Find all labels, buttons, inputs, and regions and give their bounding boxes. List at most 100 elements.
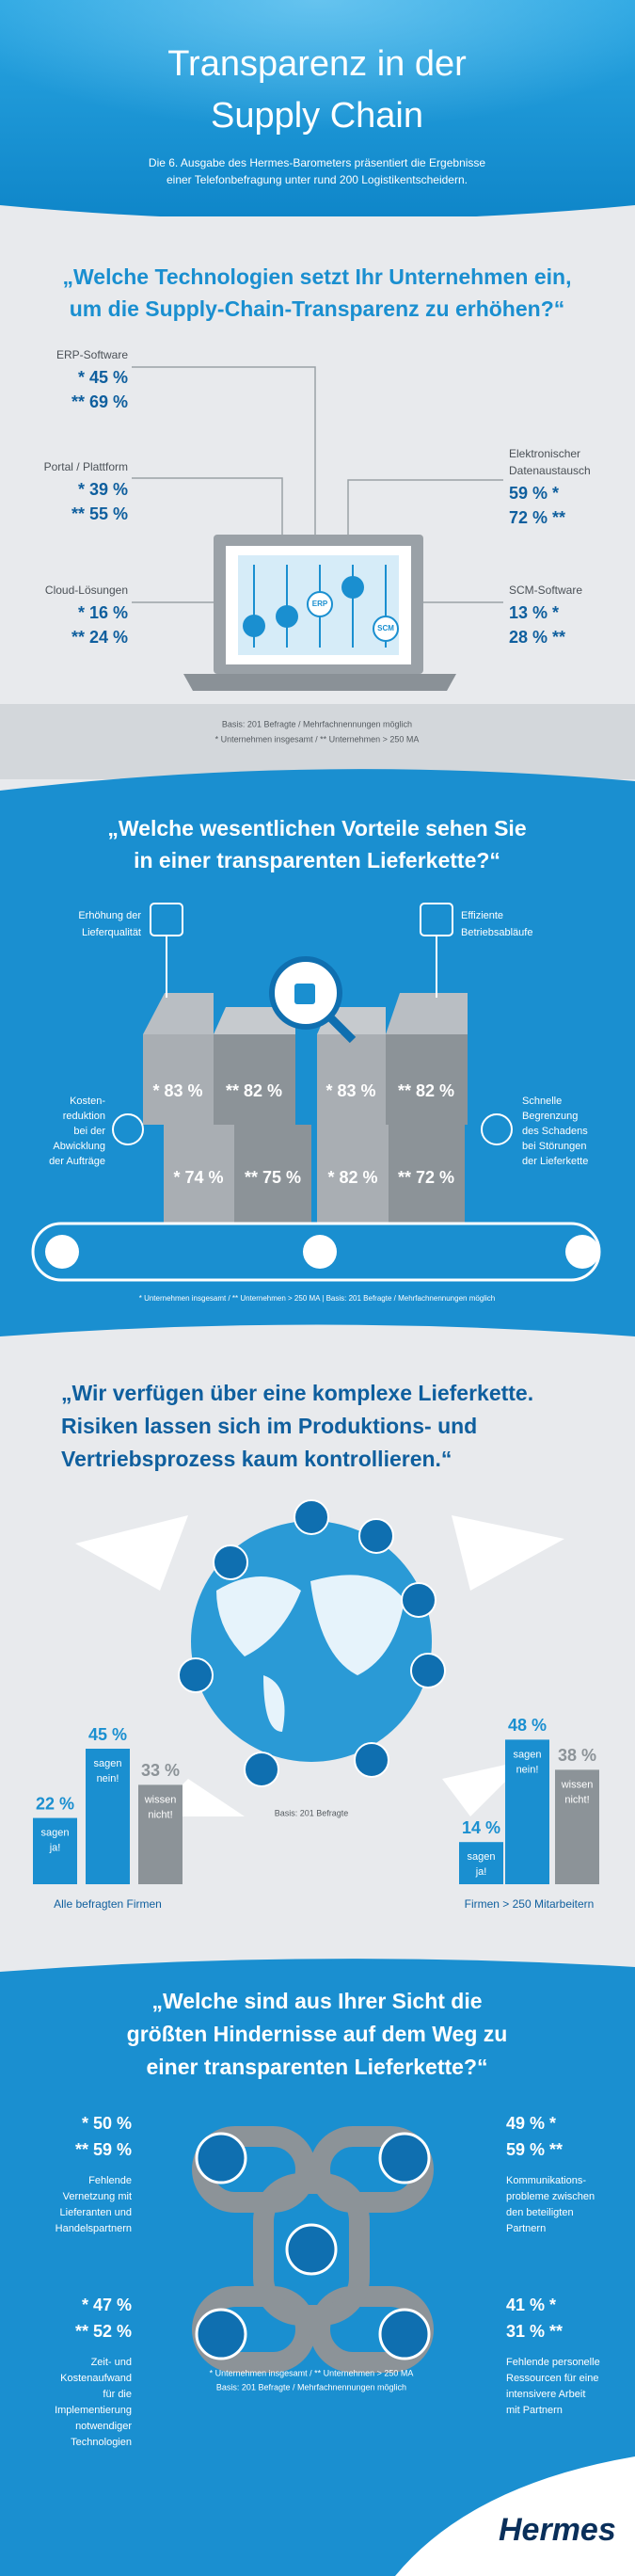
value: * 74 % — [173, 1168, 223, 1187]
boxes — [31, 903, 601, 1282]
icon-circle — [358, 1518, 394, 1554]
bar-text: ja! — [49, 1843, 61, 1854]
icon-circle — [354, 1742, 389, 1778]
value: 41 % * — [506, 2296, 556, 2314]
item-label: den beteiligten — [506, 2207, 574, 2218]
item-label: notwendiger — [75, 2421, 132, 2432]
item-label: intensivere Arbeit — [506, 2389, 585, 2400]
question: einer transparenten Lieferkette?“ — [146, 2055, 487, 2079]
value: ** 24 % — [71, 628, 128, 647]
item-label: Betriebsabläufe — [461, 927, 532, 938]
item-label: ERP-Software — [56, 348, 128, 361]
value: * 16 % — [78, 603, 128, 622]
device-label: SCM — [377, 624, 394, 632]
question: „Welche sind aus Ihrer Sicht die — [151, 1989, 482, 2013]
box — [317, 1125, 389, 1224]
note: * Unternehmen insgesamt / ** Unternehmen… — [139, 1294, 496, 1303]
value-label: 48 % — [508, 1716, 547, 1735]
bar — [459, 1842, 503, 1884]
item-label: Fehlende personelle — [506, 2357, 600, 2368]
note: * Unternehmen insgesamt / ** Unternehmen… — [210, 2368, 414, 2377]
item-label: Cloud-Lösungen — [45, 584, 128, 597]
bar-text: sagen — [514, 1749, 542, 1760]
slider-knob — [276, 605, 298, 628]
value-label: 33 % — [141, 1761, 180, 1780]
bar-text: nein! — [516, 1764, 539, 1775]
group-title: Alle befragten Firmen — [54, 1897, 162, 1911]
value: 59 % * — [509, 484, 559, 503]
title: Supply Chain — [211, 96, 423, 136]
item-label: SCM-Software — [509, 584, 582, 597]
box-flap — [386, 993, 468, 1034]
question: „Welche Technologien setzt Ihr Unternehm… — [62, 264, 571, 289]
connector — [132, 477, 283, 535]
box — [317, 1034, 386, 1125]
bar — [555, 1769, 599, 1884]
item-label: bei Störungen — [522, 1141, 587, 1152]
bar-text: ja! — [475, 1866, 487, 1878]
question: größten Hindernisse auf dem Weg zu — [127, 2022, 508, 2046]
bar-text: wissen — [144, 1794, 177, 1805]
icon-circle — [178, 1657, 214, 1693]
value-label: 38 % — [558, 1746, 596, 1765]
laptop-base — [183, 674, 456, 691]
bar-text: nicht! — [564, 1794, 589, 1805]
icon-circle — [401, 1582, 437, 1618]
item-label: des Schadens — [522, 1126, 588, 1137]
icon-circle — [213, 1544, 248, 1580]
box — [389, 1125, 465, 1224]
value: 72 % ** — [509, 508, 565, 527]
bar-text: sagen — [41, 1828, 70, 1839]
item-label: Begrenzung — [522, 1111, 578, 1122]
chain — [192, 2126, 434, 2373]
value: ** 52 % — [75, 2322, 132, 2341]
bar-text: sagen — [468, 1851, 496, 1863]
slider-knob — [243, 615, 265, 637]
item-label: Handelspartnern — [56, 2223, 132, 2234]
item-label: Partnern — [506, 2223, 546, 2234]
note-band — [0, 704, 635, 779]
value: ** 69 % — [71, 392, 128, 411]
item-label: Effiziente — [461, 910, 503, 921]
item-label: Schnelle — [522, 1096, 562, 1107]
icon-circle — [481, 1113, 513, 1145]
value-label: 45 % — [88, 1725, 127, 1744]
continent — [263, 1675, 285, 1732]
value: * 45 % — [78, 368, 128, 387]
footer-bg — [395, 2456, 635, 2576]
bar — [86, 1749, 130, 1884]
bar — [138, 1784, 183, 1884]
item-label: Technologien — [71, 2437, 132, 2448]
item-label: Vernetzung mit — [63, 2191, 132, 2202]
item-label: Ressourcen für eine — [506, 2373, 598, 2384]
value: * 50 % — [82, 2114, 132, 2133]
value: ** 82 % — [398, 1081, 454, 1100]
box-flap — [214, 1007, 295, 1034]
connector — [132, 366, 316, 535]
connector — [347, 479, 503, 535]
box — [386, 1034, 468, 1125]
globe — [75, 1499, 564, 1816]
icon-circle — [285, 2223, 338, 2276]
continent — [216, 1576, 301, 1656]
value: 31 % ** — [506, 2322, 563, 2341]
item-label: Lieferanten und — [60, 2207, 132, 2218]
item-label: Kosten- — [70, 1096, 105, 1107]
slider-knob — [307, 591, 333, 617]
item-label: Lieferqualität — [82, 927, 141, 938]
note: * Unternehmen insgesamt / ** Unternehmen… — [215, 734, 420, 744]
header-curve — [0, 205, 635, 226]
value: ** 55 % — [71, 504, 128, 523]
magnifier-handle — [325, 1013, 357, 1044]
subtitle: Die 6. Ausgabe des Hermes-Barometers prä… — [149, 156, 486, 169]
item-label: mit Partnern — [506, 2405, 563, 2416]
item-label: reduktion — [63, 1111, 105, 1122]
icon-circle — [195, 2132, 247, 2184]
value: * 39 % — [78, 480, 128, 499]
box — [143, 1034, 214, 1125]
icon-circle — [378, 2132, 431, 2184]
item-label: Zeit- und — [91, 2357, 132, 2368]
note: Basis: 201 Befragte — [275, 1808, 349, 1817]
